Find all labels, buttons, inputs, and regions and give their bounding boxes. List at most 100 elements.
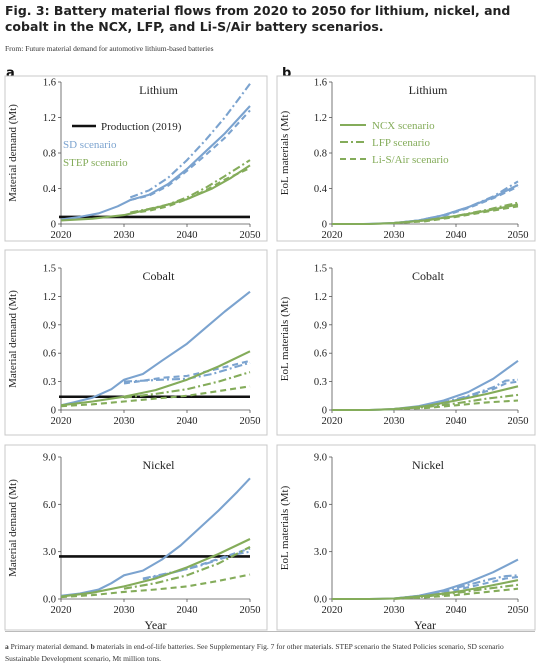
- chart3-ytick-label: 0: [51, 406, 56, 417]
- chart5-xtick-label: 2020: [51, 605, 72, 616]
- chart5-ylabel: Material demand (Mt): [7, 479, 19, 577]
- chart3-ytick-label: 0.3: [43, 377, 56, 388]
- chart3-series-step-dotdash: [123, 371, 251, 399]
- chart2-ytick-label: 1.6: [314, 78, 327, 89]
- chart4-series-step-dashed: [393, 399, 519, 411]
- chart6-series-sd-dotdash: [393, 574, 519, 600]
- chart4-title: Cobalt: [412, 269, 445, 283]
- chart1-ytick-label: 1.6: [43, 78, 56, 89]
- chart3-ytick-label: 1.5: [43, 264, 56, 275]
- caption-a-text: Primary material demand.: [8, 642, 91, 651]
- chart2-xtick-label: 2050: [508, 230, 529, 241]
- chart5-ytick-label: 0.0: [43, 595, 56, 606]
- figure-title: Fig. 3: Battery material flows from 2020…: [5, 3, 511, 34]
- chart5-ytick-label: 3.0: [43, 547, 56, 558]
- chart1-xtick-label: 2020: [51, 230, 72, 241]
- chart1-series-sd-dashed: [130, 109, 251, 202]
- chart4-ytick-label: 0.9: [314, 320, 327, 331]
- chart4-ytick-label: 0.3: [314, 377, 327, 388]
- chart5-title: Nickel: [143, 458, 176, 472]
- chart5-series-step-solid: [60, 538, 251, 598]
- chart6-xlabel: Year: [414, 618, 436, 632]
- chart4-ytick-label: 0: [322, 406, 327, 417]
- chart3-ytick-label: 0.9: [43, 320, 56, 331]
- chart2-ytick-label: 0: [322, 220, 327, 231]
- chart3-ylabel: Material demand (Mt): [7, 290, 19, 388]
- chart4-xtick-label: 2050: [508, 416, 529, 427]
- chart2-xtick-label: 2020: [322, 230, 343, 241]
- chart6-ytick-label: 9.0: [314, 453, 327, 464]
- chart2-series-step-dashed: [393, 205, 519, 225]
- chart5-xtick-label: 2050: [240, 605, 261, 616]
- chart6-xtick-label: 2020: [322, 605, 343, 616]
- chart4-frame: [276, 249, 536, 436]
- chart6-series-step-dashed: [393, 587, 519, 600]
- chart1-ytick-label: 0.4: [43, 184, 57, 195]
- chart5-ytick-label: 6.0: [43, 500, 56, 511]
- chart3-xtick-label: 2020: [51, 416, 72, 427]
- chart3-series-step-solid: [60, 350, 251, 407]
- panel-letter-b: b: [282, 66, 292, 81]
- legend-production-label: Production (2019): [101, 121, 182, 133]
- chart6-ytick-label: 0.0: [314, 595, 327, 606]
- chart1-title: Lithium: [139, 83, 178, 97]
- chart2-title: Lithium: [409, 83, 448, 97]
- legend-lis-label: Li-S/Air scenario: [372, 154, 449, 166]
- chart4-ytick-label: 1.2: [314, 292, 327, 303]
- chart2-ytick-label: 0.4: [314, 184, 328, 195]
- chart1-xtick-label: 2050: [240, 230, 261, 241]
- chart6-xtick-label: 2050: [508, 605, 529, 616]
- legend-ncx-label: NCX scenario: [372, 120, 435, 132]
- chart1-series-sd-solid: [60, 105, 251, 221]
- figure-caption: a Primary material demand. b materials i…: [5, 641, 535, 665]
- chart4-ylabel: EoL materials (Mt): [279, 296, 291, 381]
- chart3-xtick-label: 2040: [177, 416, 198, 427]
- chart1-ytick-label: 0: [51, 220, 56, 231]
- chart3-xtick-label: 2030: [114, 416, 135, 427]
- chart4-series-step-solid: [332, 385, 519, 412]
- figure-source: From: Future material demand for automot…: [5, 44, 214, 53]
- chart2-ytick-label: 1.2: [314, 113, 327, 124]
- caption-b-label: b: [90, 642, 95, 651]
- chart6-ytick-label: 6.0: [314, 500, 327, 511]
- chart4-xtick-label: 2020: [322, 416, 343, 427]
- chart3-xtick-label: 2050: [240, 416, 261, 427]
- chart3-series-sd-dotdash: [123, 361, 251, 383]
- chart1-xtick-label: 2040: [177, 230, 198, 241]
- chart1-series-step-dashed: [130, 167, 251, 215]
- chart6-ytick-label: 3.0: [314, 547, 327, 558]
- chart3-series-sd-solid: [60, 290, 251, 407]
- chart2-xtick-label: 2030: [384, 230, 405, 241]
- chart3-series-sd-dashed: [123, 359, 251, 385]
- caption-a-label: a: [5, 642, 9, 651]
- chart5-xtick-label: 2030: [114, 605, 135, 616]
- chart1-ylabel: Material demand (Mt): [7, 104, 19, 202]
- chart3-ytick-label: 1.2: [43, 292, 56, 303]
- chart5-xlabel: Year: [144, 618, 166, 632]
- chart1-ytick-label: 1.2: [43, 113, 56, 124]
- legend-sd-label: SD scenario: [63, 139, 117, 151]
- chart3-title: Cobalt: [143, 269, 176, 283]
- chart6-xtick-label: 2040: [446, 605, 467, 616]
- chart3-series-step-dashed: [60, 385, 251, 408]
- chart6-ylabel: EoL materials (Mt): [279, 485, 291, 570]
- chart2-ytick-label: 0.8: [314, 149, 327, 160]
- chart5-ytick-label: 9.0: [43, 453, 56, 464]
- chart5-series-step-dashed: [60, 573, 251, 599]
- chart2-xtick-label: 2040: [446, 230, 467, 241]
- chart4-ytick-label: 0.6: [314, 349, 327, 360]
- chart5-series-sd-solid: [60, 477, 251, 597]
- chart4-ytick-label: 1.5: [314, 264, 327, 275]
- caption-divider: [5, 631, 535, 632]
- chart5-series-step-dotdash: [123, 545, 251, 590]
- chart2-frame: [276, 75, 536, 242]
- chart6-title: Nickel: [412, 458, 445, 472]
- chart2-ylabel: EoL materials (Mt): [279, 110, 291, 195]
- chart1-series-step-dotdash: [130, 159, 251, 214]
- chart1-ytick-label: 0.8: [43, 149, 56, 160]
- chart1-series-sd-dotdash: [129, 83, 251, 199]
- chart5-xtick-label: 2040: [177, 605, 198, 616]
- chart3-frame: [4, 249, 268, 436]
- caption-b-text: materials in end-of-life batteries. See …: [5, 642, 504, 663]
- chart4-xtick-label: 2040: [446, 416, 467, 427]
